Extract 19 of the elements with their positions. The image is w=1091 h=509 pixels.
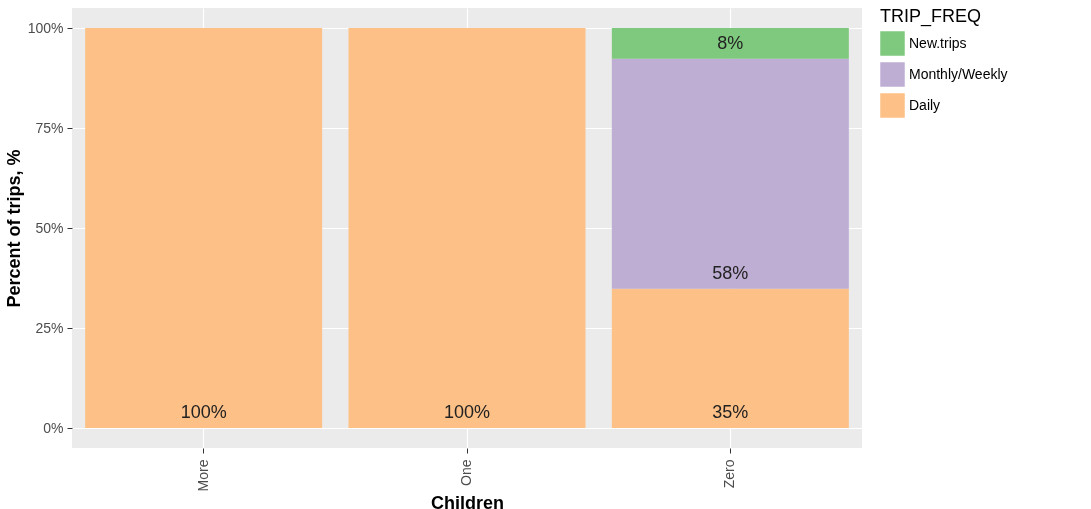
- x-tick-label: Zero: [721, 459, 738, 489]
- x-tick-label: More: [194, 459, 211, 492]
- y-axis-title: Percent of trips, %: [3, 149, 24, 308]
- legend-label: Monthly/Weekly: [909, 65, 1008, 82]
- data-label: 35%: [712, 402, 749, 422]
- y-tick-label: 25%: [35, 319, 64, 336]
- x-axis-title: Children: [430, 493, 505, 509]
- data-label: 100%: [443, 402, 491, 422]
- x-tick-label: One: [458, 459, 474, 486]
- legend-label: Daily: [909, 96, 941, 113]
- legend-title: TRIP_FREQ: [880, 6, 982, 27]
- data-label: 100%: [180, 402, 227, 422]
- y-tick-label: 100%: [27, 19, 64, 36]
- y-tick-label: 50%: [35, 219, 64, 236]
- legend-label: New.trips: [909, 34, 967, 51]
- data-label: 8%: [717, 32, 744, 53]
- y-tick-label: 0%: [43, 419, 64, 436]
- y-tick-label: 75%: [35, 119, 64, 136]
- data-label: 58%: [712, 262, 749, 283]
